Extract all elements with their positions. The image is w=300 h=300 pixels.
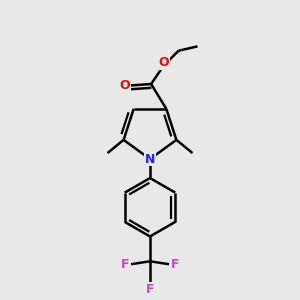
Text: F: F	[121, 258, 129, 271]
Text: N: N	[145, 153, 155, 166]
Text: F: F	[171, 258, 179, 271]
Text: O: O	[120, 79, 130, 92]
Text: O: O	[158, 56, 169, 69]
Text: F: F	[146, 283, 154, 296]
